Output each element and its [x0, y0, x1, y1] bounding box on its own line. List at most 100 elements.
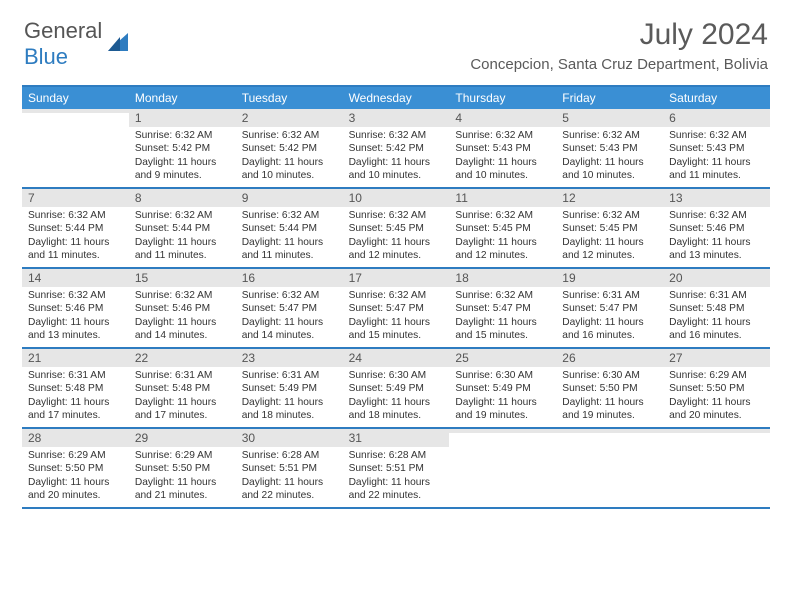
weekday-sat: Saturday: [663, 87, 770, 109]
day-number: 31: [343, 429, 450, 447]
day-number: 21: [22, 349, 129, 367]
day-number: 2: [236, 109, 343, 127]
calendar-cell: 1Sunrise: 6:32 AMSunset: 5:42 PMDaylight…: [129, 109, 236, 187]
daylight-text: Daylight: 11 hours and 17 minutes.: [28, 396, 123, 423]
day-detail: Sunrise: 6:32 AMSunset: 5:43 PMDaylight:…: [556, 127, 663, 187]
calendar-cell: [663, 429, 770, 507]
day-number: 22: [129, 349, 236, 367]
sunset-text: Sunset: 5:48 PM: [669, 302, 764, 315]
daylight-text: Daylight: 11 hours and 20 minutes.: [28, 476, 123, 503]
sunset-text: Sunset: 5:46 PM: [669, 222, 764, 235]
day-detail: Sunrise: 6:29 AMSunset: 5:50 PMDaylight:…: [22, 447, 129, 507]
daylight-text: Daylight: 11 hours and 14 minutes.: [242, 316, 337, 343]
daylight-text: Daylight: 11 hours and 22 minutes.: [242, 476, 337, 503]
daylight-text: Daylight: 11 hours and 11 minutes.: [28, 236, 123, 263]
calendar-cell: 31Sunrise: 6:28 AMSunset: 5:51 PMDayligh…: [343, 429, 450, 507]
weekday-fri: Friday: [556, 87, 663, 109]
day-number: 12: [556, 189, 663, 207]
calendar-cell: 9Sunrise: 6:32 AMSunset: 5:44 PMDaylight…: [236, 189, 343, 267]
sunset-text: Sunset: 5:47 PM: [455, 302, 550, 315]
day-detail: Sunrise: 6:32 AMSunset: 5:47 PMDaylight:…: [449, 287, 556, 347]
day-detail: Sunrise: 6:28 AMSunset: 5:51 PMDaylight:…: [236, 447, 343, 507]
day-number: 16: [236, 269, 343, 287]
sunrise-text: Sunrise: 6:30 AM: [562, 369, 657, 382]
sunset-text: Sunset: 5:42 PM: [349, 142, 444, 155]
day-detail: Sunrise: 6:32 AMSunset: 5:45 PMDaylight:…: [556, 207, 663, 267]
sunrise-text: Sunrise: 6:32 AM: [562, 209, 657, 222]
day-detail: [22, 113, 129, 119]
day-number: 25: [449, 349, 556, 367]
daylight-text: Daylight: 11 hours and 10 minutes.: [242, 156, 337, 183]
day-number: 26: [556, 349, 663, 367]
day-number: 3: [343, 109, 450, 127]
day-number: 23: [236, 349, 343, 367]
daylight-text: Daylight: 11 hours and 21 minutes.: [135, 476, 230, 503]
sunrise-text: Sunrise: 6:32 AM: [242, 289, 337, 302]
logo-text-blue: Blue: [24, 44, 68, 69]
day-detail: Sunrise: 6:31 AMSunset: 5:48 PMDaylight:…: [22, 367, 129, 427]
daylight-text: Daylight: 11 hours and 13 minutes.: [28, 316, 123, 343]
sunset-text: Sunset: 5:45 PM: [455, 222, 550, 235]
calendar-cell: 17Sunrise: 6:32 AMSunset: 5:47 PMDayligh…: [343, 269, 450, 347]
sunrise-text: Sunrise: 6:31 AM: [135, 369, 230, 382]
calendar-week: 28Sunrise: 6:29 AMSunset: 5:50 PMDayligh…: [22, 429, 770, 509]
calendar-cell: 12Sunrise: 6:32 AMSunset: 5:45 PMDayligh…: [556, 189, 663, 267]
daylight-text: Daylight: 11 hours and 19 minutes.: [562, 396, 657, 423]
sunrise-text: Sunrise: 6:32 AM: [455, 289, 550, 302]
calendar-week: 1Sunrise: 6:32 AMSunset: 5:42 PMDaylight…: [22, 109, 770, 189]
calendar-cell: [556, 429, 663, 507]
day-detail: Sunrise: 6:32 AMSunset: 5:45 PMDaylight:…: [449, 207, 556, 267]
day-number: 13: [663, 189, 770, 207]
weekday-sun: Sunday: [22, 87, 129, 109]
logo-text-general: General: [24, 18, 102, 43]
day-number: 28: [22, 429, 129, 447]
day-detail: Sunrise: 6:32 AMSunset: 5:45 PMDaylight:…: [343, 207, 450, 267]
sunset-text: Sunset: 5:47 PM: [242, 302, 337, 315]
calendar-cell: [449, 429, 556, 507]
calendar-week: 7Sunrise: 6:32 AMSunset: 5:44 PMDaylight…: [22, 189, 770, 269]
calendar-cell: 21Sunrise: 6:31 AMSunset: 5:48 PMDayligh…: [22, 349, 129, 427]
sunset-text: Sunset: 5:42 PM: [242, 142, 337, 155]
sunrise-text: Sunrise: 6:31 AM: [242, 369, 337, 382]
sunset-text: Sunset: 5:46 PM: [135, 302, 230, 315]
calendar-cell: 22Sunrise: 6:31 AMSunset: 5:48 PMDayligh…: [129, 349, 236, 427]
calendar-cell: 8Sunrise: 6:32 AMSunset: 5:44 PMDaylight…: [129, 189, 236, 267]
sunrise-text: Sunrise: 6:32 AM: [135, 129, 230, 142]
sunset-text: Sunset: 5:43 PM: [669, 142, 764, 155]
day-detail: Sunrise: 6:31 AMSunset: 5:48 PMDaylight:…: [663, 287, 770, 347]
day-number: 17: [343, 269, 450, 287]
weekday-tue: Tuesday: [236, 87, 343, 109]
calendar-cell: 20Sunrise: 6:31 AMSunset: 5:48 PMDayligh…: [663, 269, 770, 347]
daylight-text: Daylight: 11 hours and 12 minutes.: [349, 236, 444, 263]
sunset-text: Sunset: 5:47 PM: [562, 302, 657, 315]
calendar-cell: 6Sunrise: 6:32 AMSunset: 5:43 PMDaylight…: [663, 109, 770, 187]
sunset-text: Sunset: 5:49 PM: [242, 382, 337, 395]
calendar-cell: 24Sunrise: 6:30 AMSunset: 5:49 PMDayligh…: [343, 349, 450, 427]
day-number: 11: [449, 189, 556, 207]
sunrise-text: Sunrise: 6:28 AM: [242, 449, 337, 462]
sunset-text: Sunset: 5:43 PM: [562, 142, 657, 155]
sunset-text: Sunset: 5:48 PM: [28, 382, 123, 395]
sunrise-text: Sunrise: 6:32 AM: [242, 129, 337, 142]
sunset-text: Sunset: 5:51 PM: [242, 462, 337, 475]
sunrise-text: Sunrise: 6:30 AM: [349, 369, 444, 382]
daylight-text: Daylight: 11 hours and 11 minutes.: [242, 236, 337, 263]
sunrise-text: Sunrise: 6:32 AM: [28, 209, 123, 222]
sunrise-text: Sunrise: 6:32 AM: [349, 129, 444, 142]
calendar-cell: 4Sunrise: 6:32 AMSunset: 5:43 PMDaylight…: [449, 109, 556, 187]
day-detail: [556, 433, 663, 439]
weekday-wed: Wednesday: [343, 87, 450, 109]
sunrise-text: Sunrise: 6:32 AM: [28, 289, 123, 302]
day-number: 5: [556, 109, 663, 127]
day-detail: Sunrise: 6:32 AMSunset: 5:42 PMDaylight:…: [236, 127, 343, 187]
daylight-text: Daylight: 11 hours and 10 minutes.: [349, 156, 444, 183]
day-number: 19: [556, 269, 663, 287]
sunset-text: Sunset: 5:46 PM: [28, 302, 123, 315]
calendar-cell: 2Sunrise: 6:32 AMSunset: 5:42 PMDaylight…: [236, 109, 343, 187]
day-number: 18: [449, 269, 556, 287]
day-number: 15: [129, 269, 236, 287]
day-detail: Sunrise: 6:32 AMSunset: 5:43 PMDaylight:…: [663, 127, 770, 187]
sunrise-text: Sunrise: 6:32 AM: [562, 129, 657, 142]
day-number: 1: [129, 109, 236, 127]
sunrise-text: Sunrise: 6:32 AM: [242, 209, 337, 222]
